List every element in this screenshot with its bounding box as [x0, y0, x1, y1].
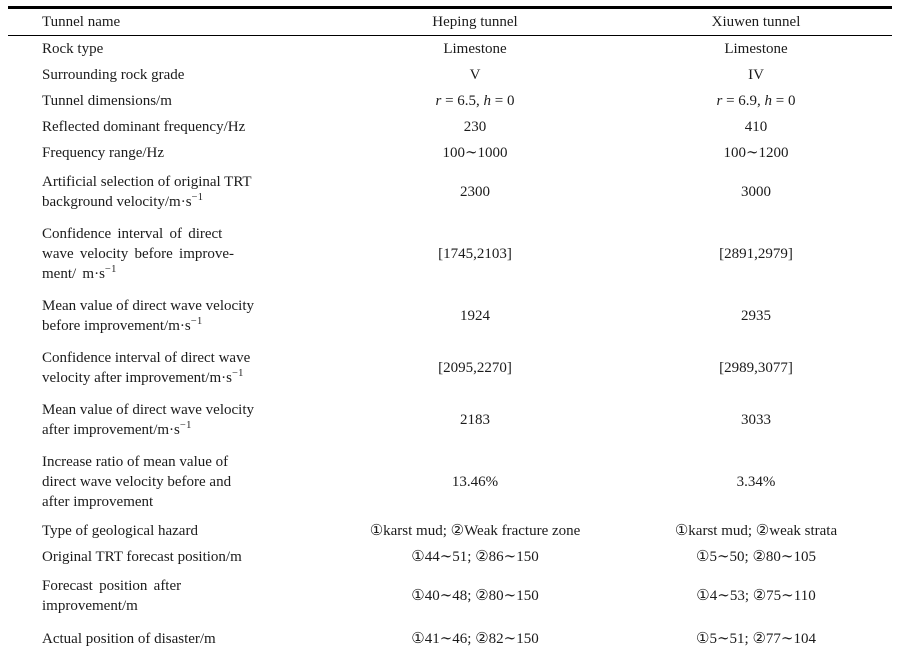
- xiuwen-value: ①5∼51; ②77∼104: [696, 631, 816, 647]
- row-label: Confidence interval of direct wave veloc…: [42, 226, 235, 282]
- tunnel-comparison-table: Tunnel name Heping tunnel Xiuwen tunnel …: [8, 6, 892, 653]
- unit-superscript: −1: [190, 316, 203, 327]
- heping-value: 2300: [460, 184, 490, 200]
- unit-superscript: −1: [104, 264, 117, 275]
- xiuwen-value: [2989,3077]: [719, 360, 793, 376]
- xiuwen-value: r = 6.9, h = 0: [716, 93, 796, 109]
- column-header-heping: Heping tunnel: [330, 7, 620, 36]
- xiuwen-value: ①karst mud; ②weak strata: [674, 523, 838, 539]
- table-row-mean-after: Mean value of direct wave velocity after…: [8, 394, 892, 446]
- row-label: Artificial selection of original TRT bac…: [42, 174, 252, 210]
- heping-value: V: [469, 67, 481, 83]
- table-row-increase-ratio: Increase ratio of mean value of direct w…: [8, 446, 892, 518]
- unit-superscript: −1: [231, 368, 244, 379]
- table-row-rock-type: Rock type Limestone Limestone: [8, 36, 892, 63]
- row-label: Forecast position after improvement/m: [42, 578, 182, 614]
- row-label: Confidence interval of direct wave veloc…: [42, 350, 251, 386]
- row-label: Actual position of disaster/m: [42, 631, 216, 647]
- xiuwen-value: ①5∼50; ②80∼105: [696, 549, 816, 565]
- row-label: Surrounding rock grade: [42, 67, 185, 83]
- xiuwen-value: IV: [748, 67, 764, 83]
- table-row-tunnel-dimensions: Tunnel dimensions/m r = 6.5, h = 0 r = 6…: [8, 88, 892, 114]
- table-header-row: Tunnel name Heping tunnel Xiuwen tunnel: [8, 7, 892, 36]
- row-label: Reflected dominant frequency/Hz: [42, 119, 246, 135]
- row-label: Mean value of direct wave velocity befor…: [42, 298, 254, 334]
- row-label: Tunnel dimensions/m: [42, 93, 172, 109]
- table-row-actual-position: Actual position of disaster/m ①41∼46; ②8…: [8, 622, 892, 653]
- row-label: Mean value of direct wave velocity after…: [42, 402, 254, 438]
- xiuwen-value: ①4∼53; ②75∼110: [696, 588, 816, 604]
- table-row-mean-before: Mean value of direct wave velocity befor…: [8, 290, 892, 342]
- xiuwen-value: 3.34%: [736, 474, 776, 490]
- table-row-forecast-after: Forecast position after improvement/m ①4…: [8, 570, 892, 622]
- table-row-confidence-before: Confidence interval of direct wave veloc…: [8, 218, 892, 290]
- row-label: Frequency range/Hz: [42, 145, 165, 161]
- heping-value: ①karst mud; ②Weak fracture zone: [369, 523, 581, 539]
- column-header-tunnel-name: Tunnel name: [8, 7, 330, 36]
- table-row-dominant-frequency: Reflected dominant frequency/Hz 230 410: [8, 114, 892, 140]
- table-row-original-forecast: Original TRT forecast position/m ①44∼51;…: [8, 544, 892, 570]
- xiuwen-value: 100∼1200: [723, 145, 789, 161]
- heping-value: [2095,2270]: [438, 360, 512, 376]
- row-label: Rock type: [42, 41, 104, 57]
- heping-value: 230: [463, 119, 487, 135]
- xiuwen-value: Limestone: [724, 41, 788, 57]
- column-header-xiuwen: Xiuwen tunnel: [620, 7, 892, 36]
- heping-value: r = 6.5, h = 0: [435, 93, 515, 109]
- heping-value: [1745,2103]: [438, 246, 512, 262]
- heping-value: 13.46%: [451, 474, 499, 490]
- heping-value: 2183: [460, 412, 490, 428]
- heping-value: ①40∼48; ②80∼150: [411, 588, 539, 604]
- xiuwen-value: 2935: [741, 308, 771, 324]
- heping-value: 1924: [460, 308, 490, 324]
- table-row-rock-grade: Surrounding rock grade V IV: [8, 62, 892, 88]
- row-label: Increase ratio of mean value of direct w…: [42, 454, 232, 510]
- xiuwen-value: [2891,2979]: [719, 246, 793, 262]
- heping-value: ①41∼46; ②82∼150: [411, 631, 539, 647]
- xiuwen-value: 3033: [741, 412, 771, 428]
- heping-value: ①44∼51; ②86∼150: [411, 549, 539, 565]
- row-label: Original TRT forecast position/m: [42, 549, 242, 565]
- xiuwen-value: 410: [744, 119, 768, 135]
- table-row-frequency-range: Frequency range/Hz 100∼1000 100∼1200: [8, 140, 892, 166]
- unit-superscript: −1: [191, 192, 204, 203]
- table-row-background-velocity: Artificial selection of original TRT bac…: [8, 166, 892, 218]
- table-row-hazard-type: Type of geological hazard ①karst mud; ②W…: [8, 518, 892, 544]
- heping-value: Limestone: [443, 41, 507, 57]
- xiuwen-value: 3000: [741, 184, 771, 200]
- heping-value: 100∼1000: [442, 145, 508, 161]
- table-row-confidence-after: Confidence interval of direct wave veloc…: [8, 342, 892, 394]
- unit-superscript: −1: [179, 420, 192, 431]
- row-label: Type of geological hazard: [42, 523, 198, 539]
